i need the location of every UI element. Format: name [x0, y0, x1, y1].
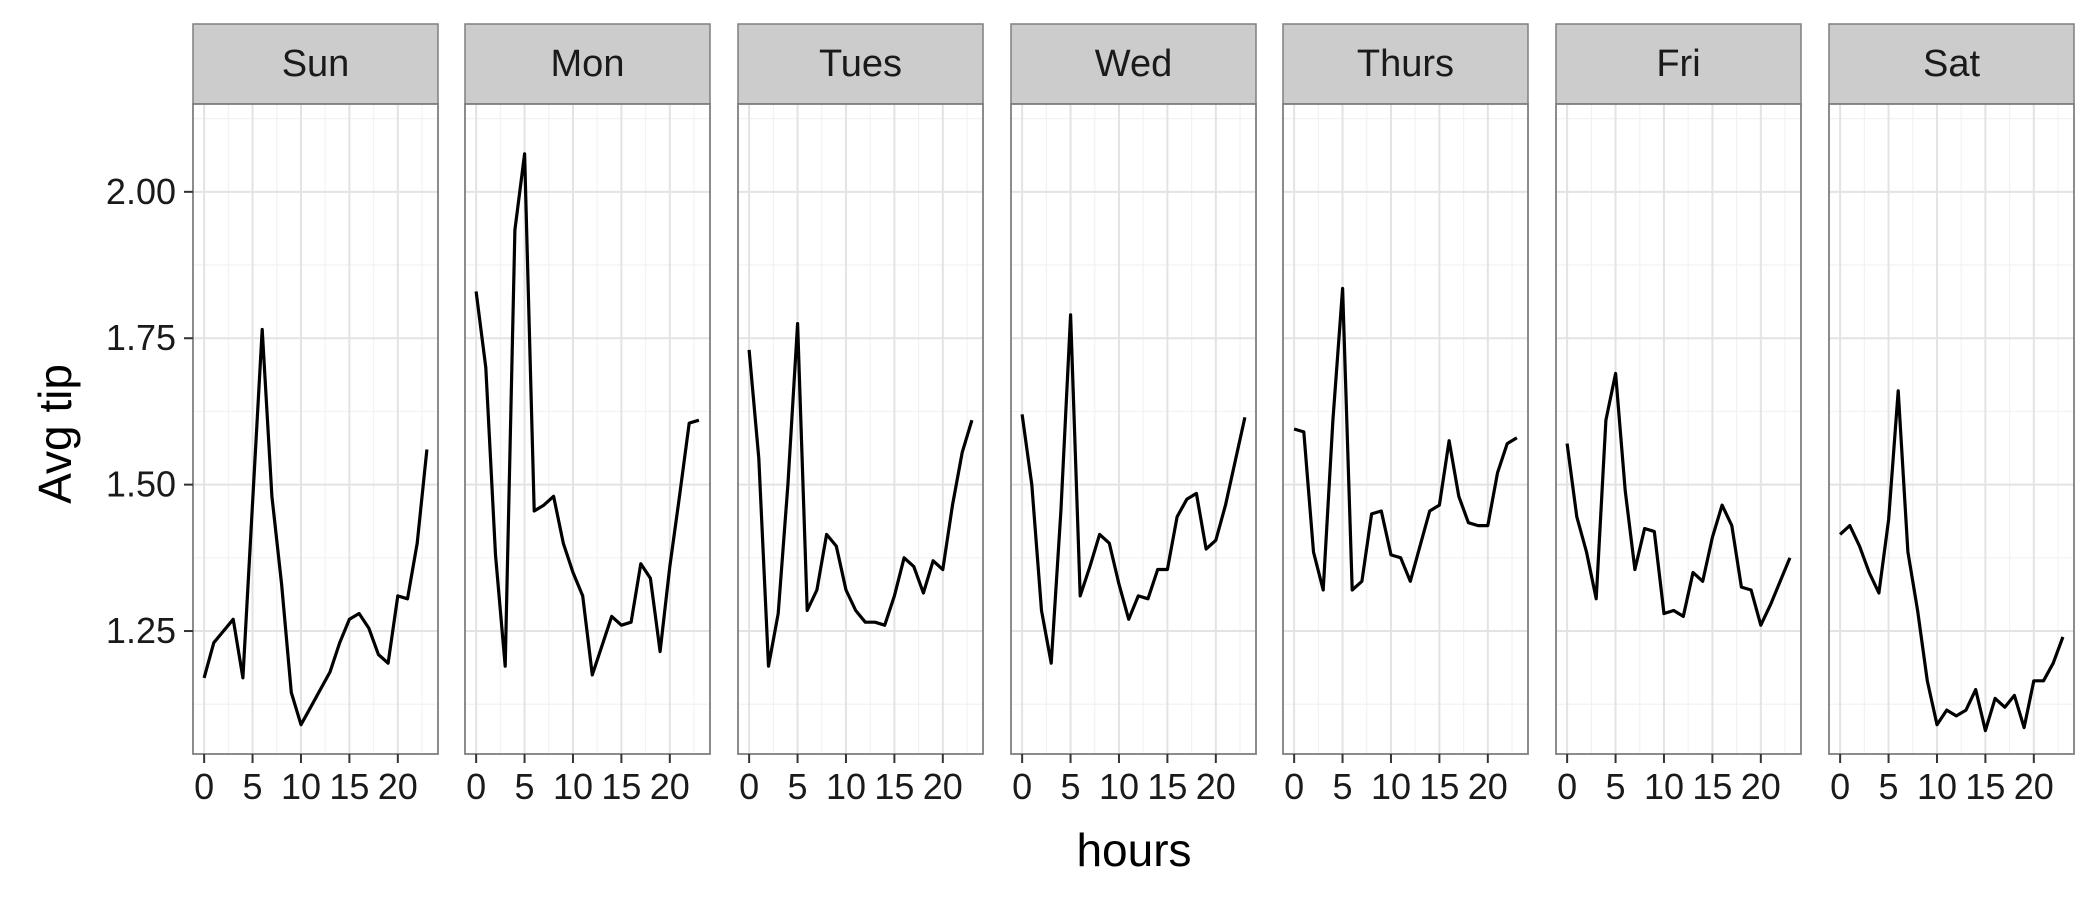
x-tick-label: 0 — [739, 766, 759, 807]
facet-panel-sat: Sat 0 5 10 15 20 — [1828, 23, 2075, 807]
panel-background — [465, 104, 710, 754]
x-tick-label: 5 — [243, 766, 263, 807]
x-tick-label: 10 — [1371, 766, 1411, 807]
facet-strip-label: Wed — [1095, 43, 1172, 85]
facet-panel-fri: Fri 0 5 10 15 20 — [1555, 23, 1802, 807]
x-tick-label: 5 — [515, 766, 535, 807]
x-tick-label: 5 — [788, 766, 808, 807]
facet-strip — [1555, 23, 1802, 105]
facet-strip — [192, 23, 439, 105]
facet-strip — [464, 23, 711, 105]
series-line-wed — [1020, 313, 1247, 665]
x-tick-label: 15 — [874, 766, 914, 807]
facet-strip-label: Thurs — [1357, 43, 1454, 85]
x-tick-label: 5 — [1879, 766, 1899, 807]
x-tick-label: 20 — [1741, 766, 1781, 807]
series-line-mon — [474, 152, 700, 677]
panel-border — [1282, 103, 1529, 755]
x-tick-label: 5 — [1061, 766, 1081, 807]
panel-background — [1829, 104, 2074, 754]
x-tick-label: 10 — [281, 766, 321, 807]
x-tick-label: 0 — [1012, 766, 1032, 807]
facet-strip — [1828, 23, 2075, 105]
x-tick-label: 10 — [1917, 766, 1957, 807]
x-tick-label: 10 — [1099, 766, 1139, 807]
panel-border — [1555, 103, 1802, 755]
x-tick-label: 15 — [1692, 766, 1732, 807]
panel-border — [464, 103, 711, 755]
x-tick-label: 10 — [553, 766, 593, 807]
panel-border — [1010, 103, 1257, 755]
x-tick-label: 20 — [378, 766, 418, 807]
x-tick-label: 20 — [923, 766, 963, 807]
x-tick-label: 15 — [329, 766, 369, 807]
panel-background — [738, 104, 983, 754]
y-tick-label: 1.25 — [106, 610, 176, 651]
facet-strip-label: Fri — [1656, 43, 1700, 85]
x-tick-label: 0 — [194, 766, 214, 807]
y-axis: 1.25 1.50 1.75 2.00 — [106, 171, 193, 651]
x-tick-label: 15 — [1147, 766, 1187, 807]
facet-panel-wed: Wed 0 5 10 15 20 — [1010, 23, 1257, 807]
x-tick-label: 0 — [1284, 766, 1304, 807]
facet-panel-tues: Tues 0 5 10 15 20 — [737, 23, 984, 807]
facet-strip — [1010, 23, 1257, 105]
x-tick-label: 0 — [466, 766, 486, 807]
series-line-tues — [747, 322, 974, 668]
x-tick-label: 20 — [650, 766, 690, 807]
y-tick-label: 1.50 — [106, 464, 176, 505]
facet-strip-label: Sun — [282, 43, 350, 85]
y-tick-label: 1.75 — [106, 317, 176, 358]
y-tick-label: 2.00 — [106, 171, 176, 212]
x-tick-label: 15 — [601, 766, 641, 807]
panel-border — [737, 103, 984, 755]
panel-background — [1011, 104, 1256, 754]
x-tick-label: 10 — [826, 766, 866, 807]
x-tick-label: 20 — [1468, 766, 1508, 807]
panel-background — [1283, 104, 1528, 754]
facet-panel-mon: Mon 0 5 10 15 20 — [464, 23, 711, 807]
y-axis-title: Avg tip — [29, 364, 81, 504]
panel-border — [192, 103, 439, 755]
x-tick-label: 0 — [1557, 766, 1577, 807]
facet-strip-label: Mon — [551, 43, 625, 85]
x-axis-title: hours — [1076, 824, 1191, 876]
facet-panel-sun: Sun 0 5 10 15 20 — [192, 23, 439, 807]
panel-background — [1556, 104, 1801, 754]
x-tick-label: 0 — [1830, 766, 1850, 807]
x-tick-label: 10 — [1644, 766, 1684, 807]
panel-border — [1828, 103, 2075, 755]
facet-strip-label: Sat — [1923, 43, 1980, 85]
series-line-fri — [1565, 371, 1792, 627]
facet-panel-thurs: Thurs 0 5 10 15 20 — [1282, 23, 1529, 807]
x-tick-label: 20 — [2014, 766, 2054, 807]
series-line-sun — [202, 327, 429, 727]
facet-strip-label: Tues — [819, 43, 902, 85]
x-tick-label: 20 — [1196, 766, 1236, 807]
x-tick-label: 15 — [1419, 766, 1459, 807]
series-line-thurs — [1293, 286, 1518, 592]
series-line-sat — [1839, 389, 2065, 733]
x-tick-label: 5 — [1333, 766, 1353, 807]
x-tick-label: 5 — [1606, 766, 1626, 807]
x-tick-label: 15 — [1965, 766, 2005, 807]
facet-strip — [1282, 23, 1529, 105]
facet-strip — [737, 23, 984, 105]
panel-background — [193, 104, 438, 754]
